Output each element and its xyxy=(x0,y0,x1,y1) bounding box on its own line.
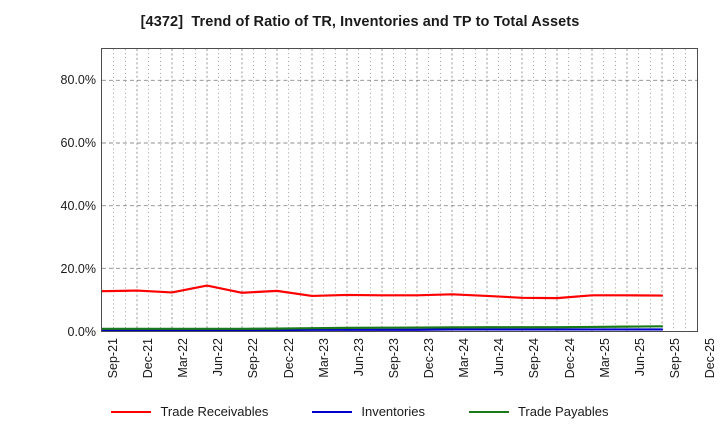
x-tick-label: Jun-25 xyxy=(632,338,647,377)
legend-color-swatch xyxy=(111,410,152,413)
x-tick-label: Dec-25 xyxy=(703,338,717,379)
x-tick-label: Sep-23 xyxy=(386,338,401,379)
y-tick-label: 80.0% xyxy=(60,72,96,87)
x-tick-label: Sep-25 xyxy=(667,338,682,379)
x-tick-label: Mar-25 xyxy=(597,338,612,378)
series-line xyxy=(102,284,664,300)
legend-label: Trade Payables xyxy=(517,404,609,419)
series-line xyxy=(102,325,664,330)
legend-color-swatch xyxy=(468,410,509,413)
x-tick-label: Mar-22 xyxy=(176,338,191,378)
x-tick-label: Dec-23 xyxy=(422,338,437,379)
x-tick-label: Sep-21 xyxy=(106,338,120,379)
chart-legend: Trade Receivables Inventories Trade Payabl… xyxy=(0,404,720,419)
series-line xyxy=(102,328,664,331)
x-tick-label: Mar-23 xyxy=(316,338,331,378)
y-tick-label: 40.0% xyxy=(60,198,96,213)
chart-title: [4372] Trend of Ratio of TR, Inventories… xyxy=(140,14,580,30)
data-series-lines xyxy=(102,284,664,331)
x-tick-label: Jun-24 xyxy=(492,338,507,377)
x-tick-label: Sep-24 xyxy=(527,338,542,379)
x-tick-label: Dec-24 xyxy=(562,338,577,379)
y-tick-label: 0.0% xyxy=(67,325,97,339)
legend-label: Trade Receivables xyxy=(160,404,269,419)
y-tick-label: 20.0% xyxy=(60,261,96,276)
x-tick-label: Mar-24 xyxy=(457,338,472,378)
x-tick-label: Sep-22 xyxy=(246,338,261,379)
plot-area xyxy=(101,48,698,332)
y-axis-labels: 0.0% 20.0% 40.0% 60.0% 80.0% xyxy=(0,0,96,440)
legend-label: Inventories xyxy=(361,404,425,419)
legend-item[interactable]: Trade Receivables xyxy=(111,404,268,419)
x-tick-label: Jun-23 xyxy=(351,338,366,377)
legend-item[interactable]: Trade Payables xyxy=(468,404,609,419)
x-tick-label: Dec-21 xyxy=(141,338,156,379)
x-tick-label: Jun-22 xyxy=(211,338,226,377)
legend-item[interactable]: Inventories xyxy=(312,404,425,419)
gridlines xyxy=(102,49,697,331)
legend-color-swatch xyxy=(312,410,353,413)
y-tick-label: 60.0% xyxy=(60,135,96,150)
x-tick-label: Dec-22 xyxy=(281,338,296,379)
